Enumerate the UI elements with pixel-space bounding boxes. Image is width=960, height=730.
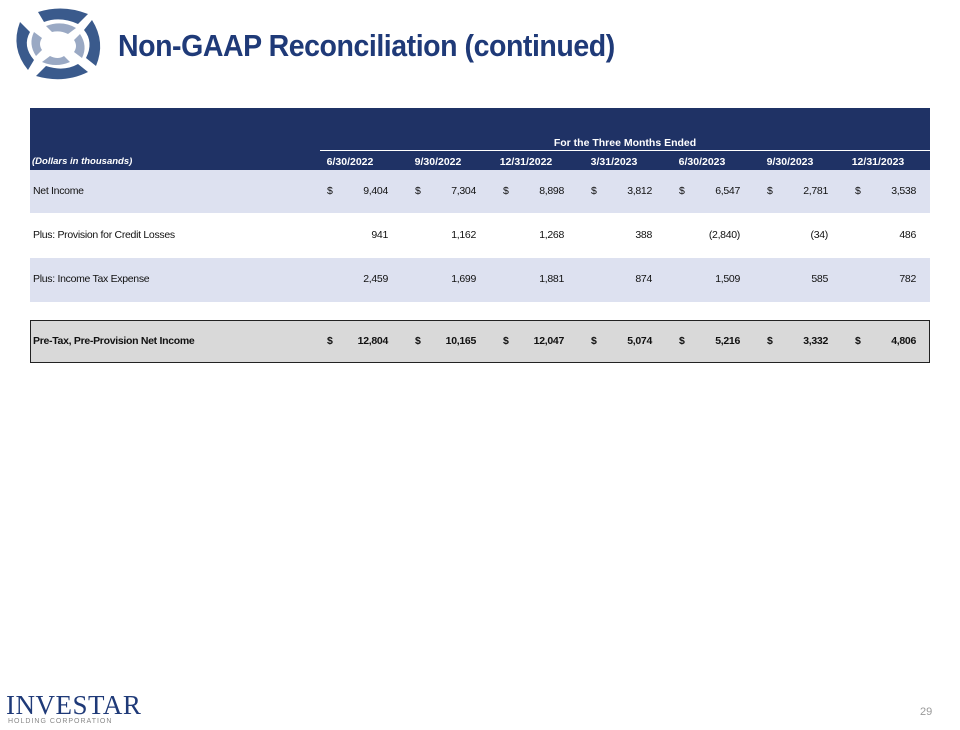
cell-value: 486 <box>899 228 916 241</box>
row-label: Pre-Tax, Pre-Provision Net Income <box>33 334 195 347</box>
column-header: 3/31/2023 <box>590 156 638 168</box>
group-label: For the Three Months Ended <box>553 137 697 149</box>
table-row <box>30 258 930 302</box>
row-label: Plus: Provision for Credit Losses <box>33 228 175 241</box>
cell-value: 3,332 <box>803 334 828 347</box>
table-row <box>30 170 930 213</box>
logo-subtitle: HOLDING CORPORATION <box>8 718 113 725</box>
currency-sign: $ <box>767 334 773 347</box>
cell-value: (34) <box>810 228 829 241</box>
cell-value: 7,304 <box>451 184 476 197</box>
cell-value: 6,547 <box>715 184 740 197</box>
column-header: 9/30/2022 <box>414 156 462 168</box>
currency-sign: $ <box>591 184 597 197</box>
slide-title: Non-GAAP Reconciliation (continued) <box>118 28 615 63</box>
cell-value: 12,047 <box>533 334 565 347</box>
table: For the Three Months Ended (Dollars in th… <box>30 108 930 363</box>
cell-value: 9,404 <box>363 184 388 197</box>
header-band <box>30 108 930 170</box>
table-row <box>30 213 930 258</box>
units-label: (Dollars in thousands) <box>32 156 133 167</box>
cell-value: (2,840) <box>708 228 740 241</box>
cell-value: 3,812 <box>627 184 652 197</box>
currency-sign: $ <box>327 334 333 347</box>
currency-sign: $ <box>415 184 421 197</box>
cell-value: 5,074 <box>627 334 652 347</box>
total-row <box>30 320 930 363</box>
cell-value: 585 <box>811 273 828 285</box>
logo-name: INVESTAR <box>6 690 142 720</box>
currency-sign: $ <box>679 184 685 197</box>
column-header: 9/30/2023 <box>766 156 814 168</box>
logo-mark <box>16 8 101 80</box>
currency-sign: $ <box>679 334 685 347</box>
currency-sign: $ <box>767 184 773 197</box>
cell-value: 3,538 <box>891 184 916 197</box>
cell-value: 388 <box>635 228 652 241</box>
currency-sign: $ <box>327 184 333 197</box>
cell-value: 1,162 <box>451 228 476 241</box>
cell-value: 941 <box>371 228 388 241</box>
row-label: Plus: Income Tax Expense <box>33 273 150 285</box>
column-header: 6/30/2023 <box>678 156 726 168</box>
column-header: 6/30/2022 <box>326 156 374 168</box>
cell-value: 2,781 <box>803 184 828 197</box>
currency-sign: $ <box>591 334 597 347</box>
cell-value: 10,165 <box>445 334 477 347</box>
cell-value: 1,699 <box>451 273 476 285</box>
column-header: 12/31/2022 <box>499 156 553 168</box>
currency-sign: $ <box>503 184 509 197</box>
currency-sign: $ <box>415 334 421 347</box>
cell-value: 12,804 <box>357 334 389 347</box>
cell-value: 2,459 <box>363 273 388 285</box>
column-header: 12/31/2023 <box>851 156 905 168</box>
currency-sign: $ <box>855 334 861 347</box>
currency-sign: $ <box>503 334 509 347</box>
cell-value: 5,216 <box>715 334 740 347</box>
page-number: 29 <box>920 706 933 718</box>
currency-sign: $ <box>855 184 861 197</box>
cell-value: 1,509 <box>715 273 740 285</box>
cell-value: 782 <box>899 273 916 285</box>
cell-value: 1,881 <box>539 273 564 285</box>
row-label: Net Income <box>33 184 84 197</box>
cell-value: 4,806 <box>891 334 916 347</box>
header-rule <box>320 150 930 151</box>
cell-value: 1,268 <box>539 228 564 241</box>
cell-value: 874 <box>635 273 652 285</box>
cell-value: 8,898 <box>539 184 564 197</box>
